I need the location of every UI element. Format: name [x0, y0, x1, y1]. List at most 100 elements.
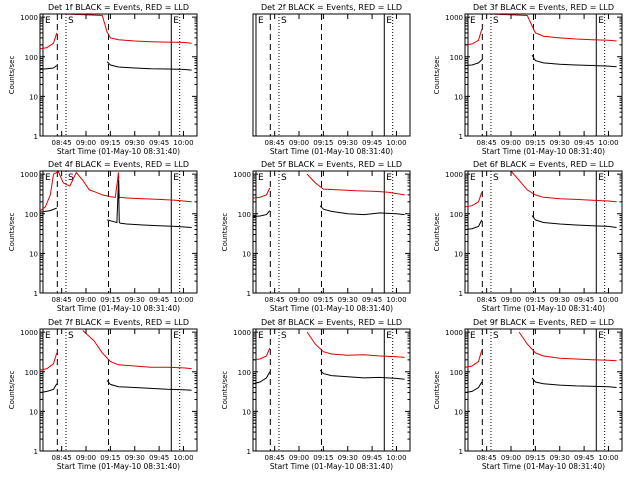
x-tick-label: 09:45: [149, 296, 169, 304]
marker-label: S: [281, 16, 287, 26]
axes-frame: [464, 328, 623, 452]
x-tick-label: 09:00: [501, 454, 521, 462]
detector-panel-3: Det 3f BLACK = Events, RED = LLD E S E 1 10 10…: [433, 3, 623, 156]
x-axis-label: Start Time (01-May-10 08:31:40): [270, 304, 393, 313]
y-tick-label: 100: [25, 211, 38, 219]
x-tick-label: 09:30: [125, 454, 145, 462]
series-events-line: [253, 369, 405, 385]
x-tick-label: 10:00: [598, 454, 618, 462]
x-tick-label: 09:45: [149, 454, 169, 462]
axes-frame: [39, 328, 198, 452]
series-lld-line: [253, 173, 405, 199]
y-tick-label: 1: [459, 290, 463, 298]
marker-label: E: [386, 331, 392, 341]
x-tick-label: 10:00: [386, 139, 406, 147]
panel-title: Det 6f BLACK = Events, RED = LLD: [473, 160, 614, 169]
detector-panel-8: Det 8f BLACK = Events, RED = LLD E S E 1 10 10…: [221, 318, 411, 471]
series-lld-line: [40, 171, 192, 211]
y-tick-label: 1000: [20, 329, 38, 337]
x-tick-label: 08:45: [265, 454, 285, 462]
x-tick-label: 09:30: [338, 454, 358, 462]
y-tick-label: 100: [450, 54, 463, 62]
detector-panel-9: Det 9f BLACK = Events, RED = LLD E S E 1 10 10…: [433, 318, 623, 471]
x-tick-label: 09:00: [289, 296, 309, 304]
y-tick-label: 1: [247, 290, 251, 298]
x-tick-label: 08:45: [52, 296, 72, 304]
y-tick-label: 100: [25, 54, 38, 62]
x-tick-label: 09:30: [125, 139, 145, 147]
series-events-line: [465, 54, 617, 68]
detector-panel-1: Det 1f BLACK = Events, RED = LLD E S E 1 10 10…: [8, 3, 198, 156]
detector-panel-7: Det 7f BLACK = Events, RED = LLD E S E 1 10 10…: [8, 318, 198, 471]
series-events-line: [40, 380, 192, 393]
y-tick-label: 10: [29, 408, 38, 416]
y-tick-label: 10: [29, 93, 38, 101]
y-tick-label: 1: [34, 290, 38, 298]
y-tick-label: 10: [29, 250, 38, 258]
y-axis-label: Counts/sec: [433, 56, 441, 95]
y-tick-label: 100: [25, 369, 38, 377]
panel-title: Det 4f BLACK = Events, RED = LLD: [48, 160, 189, 169]
y-tick-label: 100: [450, 369, 463, 377]
marker-label: E: [45, 16, 51, 26]
x-tick-label: 09:00: [76, 454, 96, 462]
x-tick-label: 09:00: [289, 139, 309, 147]
marker-label: E: [598, 16, 604, 26]
x-tick-label: 08:45: [52, 454, 72, 462]
detector-panel-4: Det 4f BLACK = Events, RED = LLD E S E 1 10 10…: [8, 160, 198, 313]
marker-label: S: [281, 173, 287, 183]
marker-label: E: [173, 173, 179, 183]
marker-label: E: [173, 331, 179, 341]
marker-label: E: [598, 331, 604, 341]
detector-panel-2: Det 2f BLACK = Events, RED = LLD E S E 08:45…: [252, 3, 411, 156]
series-lld-line: [465, 14, 617, 46]
panel-title: Det 7f BLACK = Events, RED = LLD: [48, 318, 189, 327]
x-tick-label: 08:45: [265, 139, 285, 147]
x-tick-label: 09:30: [550, 454, 570, 462]
x-axis-label: Start Time (01-May-10 08:31:40): [57, 147, 180, 156]
panel-title: Det 8f BLACK = Events, RED = LLD: [261, 318, 402, 327]
x-axis-label: Start Time (01-May-10 08:31:40): [57, 462, 180, 471]
axes-frame: [39, 13, 198, 137]
y-tick-label: 10: [454, 93, 463, 101]
x-tick-label: 09:00: [76, 296, 96, 304]
x-tick-label: 09:45: [574, 296, 594, 304]
x-axis-label: Start Time (01-May-10 08:31:40): [482, 147, 605, 156]
marker-label: E: [598, 173, 604, 183]
y-axis-label: Counts/sec: [221, 371, 229, 410]
x-tick-label: 10:00: [598, 139, 618, 147]
marker-label: S: [68, 173, 74, 183]
x-tick-label: 08:45: [52, 139, 72, 147]
marker-label: E: [45, 173, 51, 183]
x-tick-label: 09:00: [501, 296, 521, 304]
x-tick-label: 09:45: [362, 454, 382, 462]
panel-title: Det 1f BLACK = Events, RED = LLD: [48, 3, 189, 12]
x-tick-label: 09:30: [125, 296, 145, 304]
series-lld-line: [465, 171, 617, 208]
x-tick-label: 09:45: [149, 139, 169, 147]
marker-label: E: [386, 16, 392, 26]
y-tick-label: 1000: [233, 171, 251, 179]
marker-label: E: [386, 173, 392, 183]
x-tick-label: 09:45: [574, 454, 594, 462]
marker-label: E: [45, 331, 51, 341]
y-axis-label: Counts/sec: [8, 213, 16, 252]
x-axis-label: Start Time (01-May-10 08:31:40): [482, 462, 605, 471]
x-tick-label: 10:00: [386, 296, 406, 304]
marker-label: S: [68, 16, 74, 26]
x-tick-label: 08:45: [477, 296, 497, 304]
x-tick-label: 09:15: [525, 296, 545, 304]
x-tick-label: 09:15: [525, 454, 545, 462]
y-tick-label: 1: [247, 448, 251, 456]
x-axis-label: Start Time (01-May-10 08:31:40): [482, 304, 605, 313]
series-events-line: [465, 377, 617, 393]
y-tick-label: 1: [34, 133, 38, 141]
y-tick-label: 10: [454, 408, 463, 416]
panel-title: Det 9f BLACK = Events, RED = LLD: [473, 318, 614, 327]
y-tick-label: 10: [454, 250, 463, 258]
marker-label: E: [470, 331, 476, 341]
